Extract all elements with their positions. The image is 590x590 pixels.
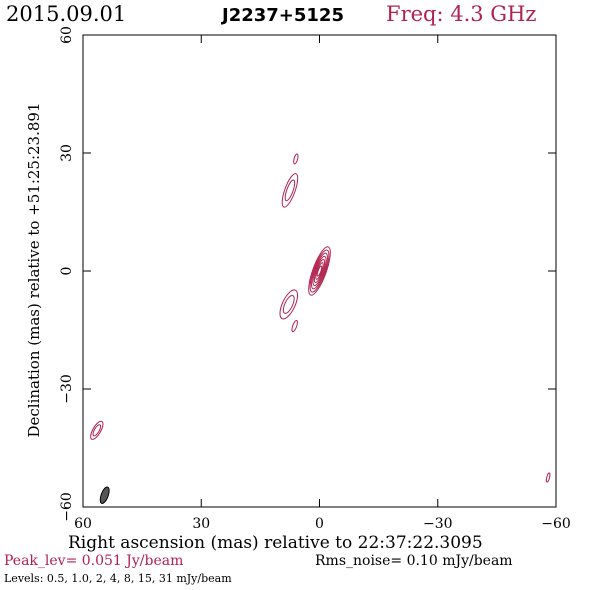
contour-far-southeast bbox=[92, 424, 102, 437]
contour-jet-north-tip bbox=[293, 153, 299, 165]
y-tick-label: −30 bbox=[59, 374, 75, 404]
contour-core bbox=[315, 262, 324, 280]
y-axis-label: Declination (mas) relative to +51:25:23.… bbox=[25, 102, 43, 438]
contour-jet-north bbox=[281, 173, 299, 208]
y-tick-label: 30 bbox=[59, 144, 75, 162]
contour-core bbox=[311, 252, 328, 290]
x-tick-label: 0 bbox=[315, 516, 324, 532]
x-tick-label: 60 bbox=[74, 516, 92, 532]
y-tick-label: 60 bbox=[59, 26, 75, 44]
rms-noise: Rms_noise= 0.10 mJy/beam bbox=[315, 553, 513, 569]
contour-far-southwest bbox=[545, 472, 551, 483]
contour-far-southeast bbox=[90, 420, 104, 440]
contour-core bbox=[312, 255, 327, 287]
contour-jet-north bbox=[284, 179, 296, 202]
restoring-beam bbox=[99, 486, 110, 504]
header-frequency: Freq: 4.3 GHz bbox=[386, 2, 537, 26]
x-tick-label: −30 bbox=[423, 516, 453, 532]
contour-levels: Levels: 0.5, 1.0, 2, 4, 8, 15, 31 mJy/be… bbox=[4, 572, 232, 585]
contour-core bbox=[309, 249, 330, 293]
contour-counterjet-tip bbox=[291, 319, 298, 333]
contour-counterjet bbox=[282, 294, 295, 314]
x-tick-label: −60 bbox=[541, 516, 571, 532]
peak-level: Peak_lev= 0.051 Jy/beam bbox=[4, 553, 184, 569]
contour-counterjet bbox=[279, 289, 299, 320]
contour-core bbox=[316, 265, 323, 277]
contour-core bbox=[313, 259, 326, 283]
y-tick-label: 0 bbox=[59, 267, 75, 276]
header-date: 2015.09.01 bbox=[6, 2, 127, 26]
x-tick-label: 30 bbox=[192, 516, 210, 532]
x-axis-label: Right ascension (mas) relative to 22:37:… bbox=[68, 533, 483, 553]
contour-core bbox=[308, 246, 331, 296]
header-source: J2237+5125 bbox=[222, 5, 344, 26]
y-tick-label: −60 bbox=[59, 492, 75, 522]
plot-frame bbox=[82, 34, 557, 508]
